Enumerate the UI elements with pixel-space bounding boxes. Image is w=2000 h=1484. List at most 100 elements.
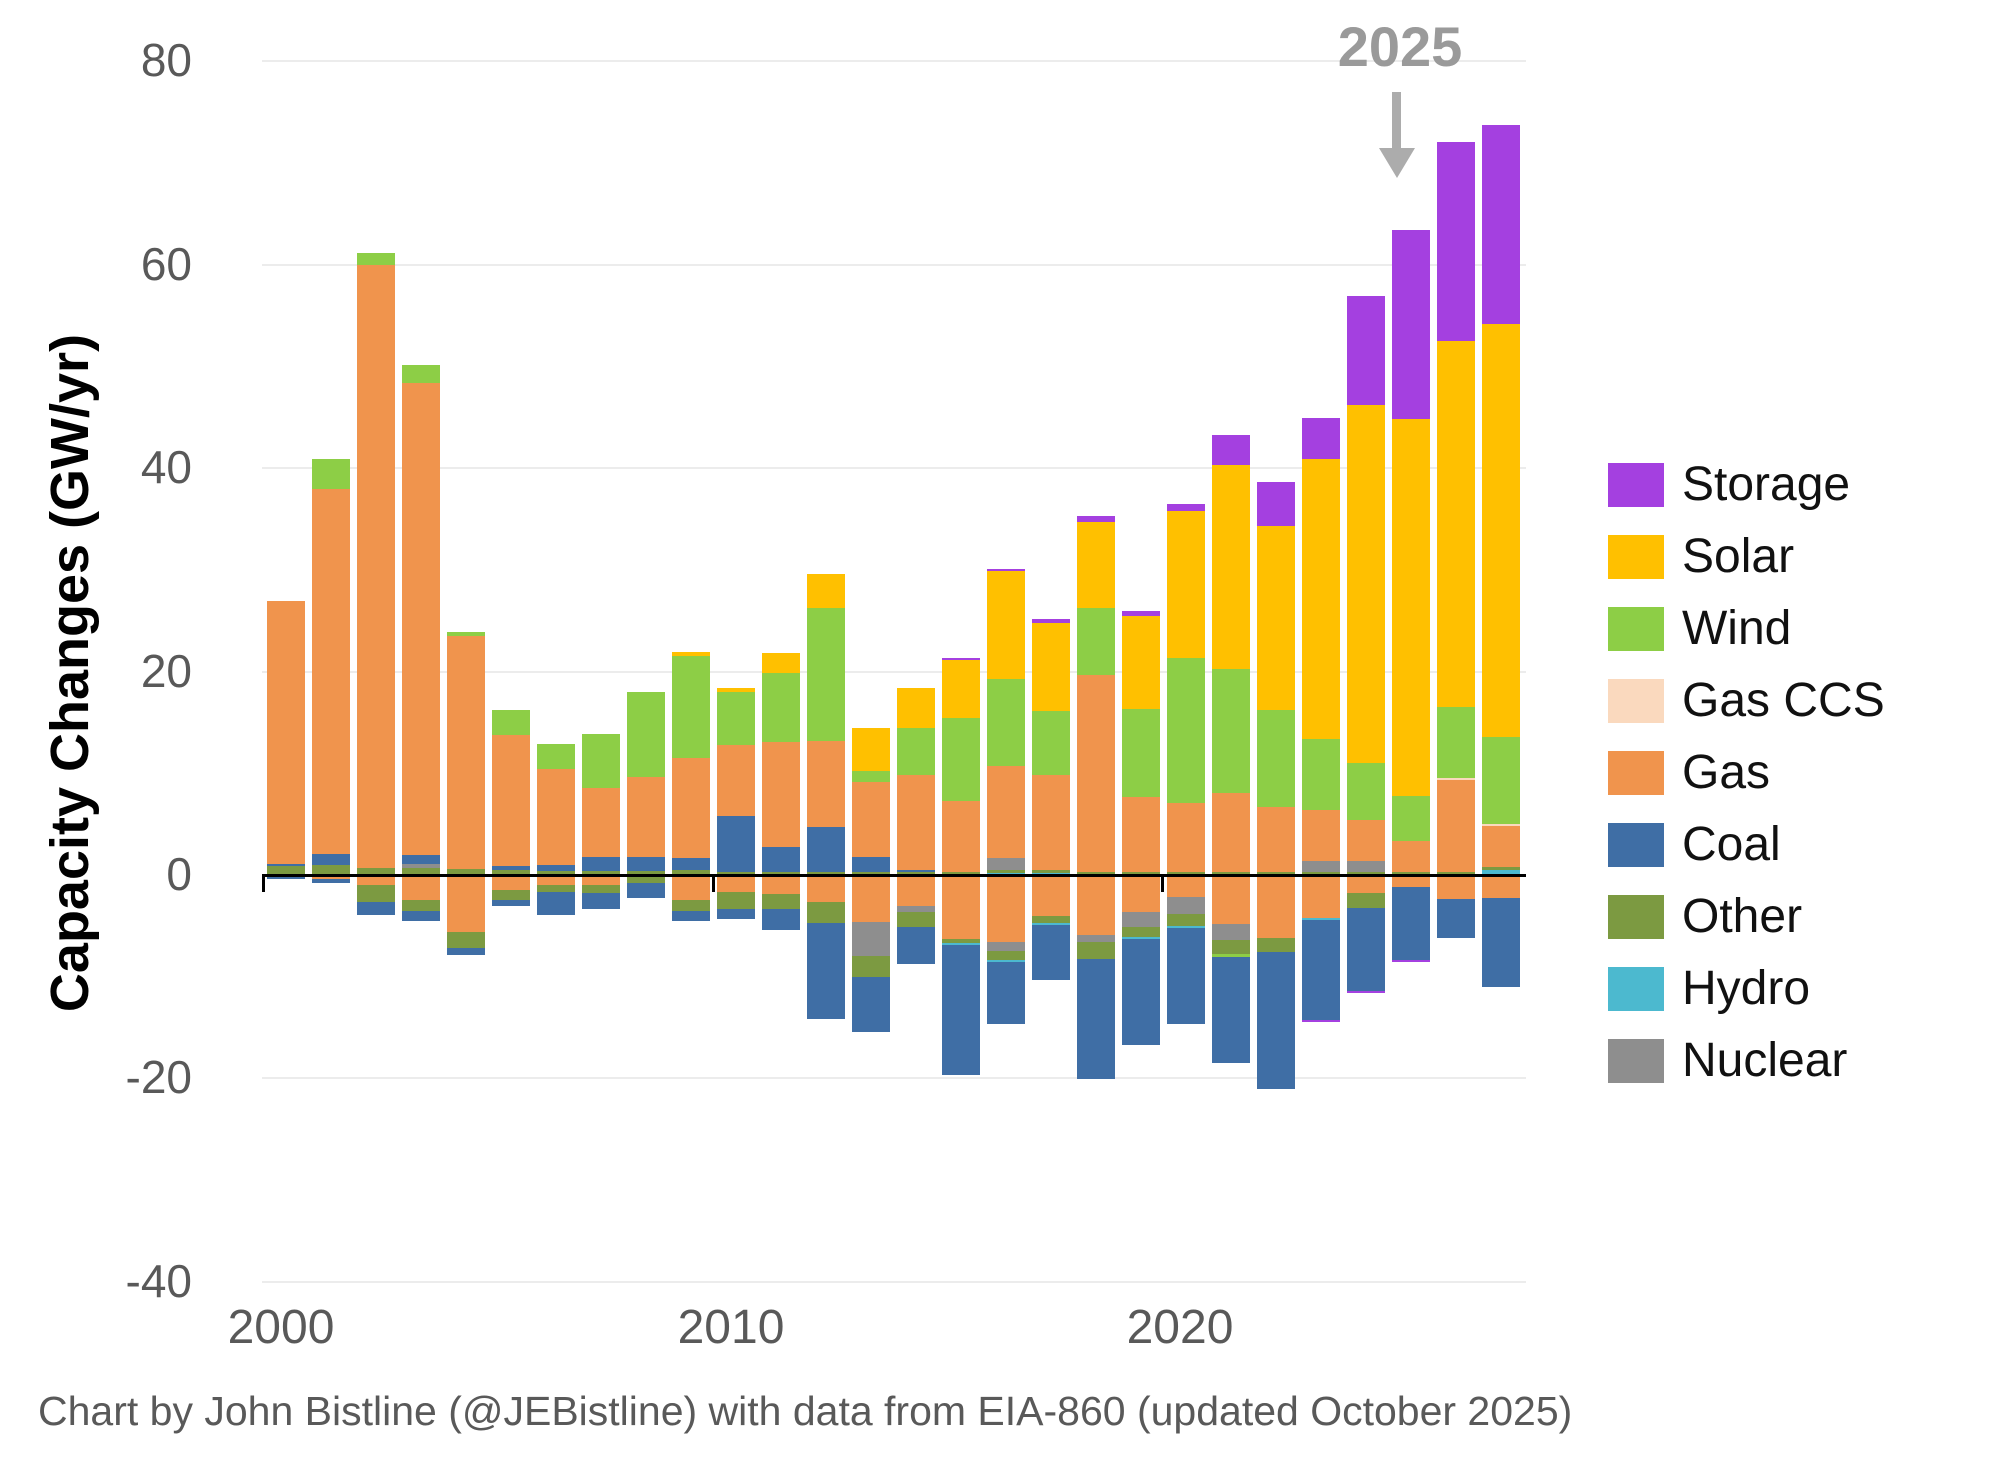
bar-segment-2009-gas (672, 758, 710, 858)
bar-segment-2023-coal-neg (1302, 919, 1340, 1021)
bar-segment-2005-other-neg (492, 890, 530, 901)
bar-segment-2009-other (672, 869, 710, 875)
bar-segment-2003-gas-neg (402, 875, 440, 901)
bar-segment-2015-other (942, 871, 980, 875)
legend-swatch-hydro-icon (1608, 967, 1664, 1011)
gridline-60 (262, 263, 1526, 266)
bar-segment-2024-other (1347, 871, 1385, 875)
bar-segment-2023-wind (1302, 738, 1340, 810)
bar-segment-2015-storage (942, 658, 980, 661)
bar-segment-2019-other (1122, 871, 1160, 875)
bar-segment-2026-wind (1437, 707, 1475, 779)
bar-segment-2022-gas (1257, 806, 1295, 872)
bar-segment-2024-wind (1347, 763, 1385, 821)
bar-segment-2008-other (627, 870, 665, 875)
legend-swatch-nuclear-icon (1608, 1039, 1664, 1083)
x-axis-tick (1161, 875, 1164, 892)
x-axis-tick (712, 875, 715, 892)
bar-segment-2002-gas-neg (357, 875, 395, 886)
bar-segment-2015-solar (942, 660, 980, 719)
bar-segment-2009-gas-neg (672, 875, 710, 901)
bar-segment-2007-gas-neg (582, 875, 620, 886)
bar-segment-2021-wind-neg (1212, 954, 1250, 958)
bar-segment-2019-solar (1122, 615, 1160, 710)
bar-segment-2027-gas (1482, 826, 1520, 867)
bar-segment-2012-gas (807, 740, 845, 828)
bar-segment-2016-solar (987, 570, 1025, 679)
legend-label-hydro: Hydro (1682, 962, 1811, 1015)
bar-segment-2020-gas (1167, 802, 1205, 872)
bar-segment-2026-storage (1437, 141, 1475, 342)
bar-segment-2005-coal-neg (492, 900, 530, 906)
bar-segment-2019-gas-neg (1122, 875, 1160, 912)
bar-segment-2026-coal-neg (1437, 899, 1475, 939)
bar-segment-2005-coal (492, 865, 530, 870)
bar-segment-2027-coal-neg (1482, 898, 1520, 987)
bar-segment-2006-coal (537, 864, 575, 871)
annotation-arrow-line (1392, 92, 1401, 150)
bar-segment-2019-coal-neg (1122, 939, 1160, 1045)
bar-segment-2004-wind (447, 631, 485, 636)
y-tick-label: -20 (125, 1051, 192, 1104)
bar-segment-2017-other (1032, 869, 1070, 873)
bar-segment-2012-other-neg (807, 902, 845, 923)
bar-segment-2002-wind (357, 252, 395, 265)
x-tick-label: 2020 (1126, 1301, 1234, 1354)
bar-segment-2016-nuclear (987, 857, 1025, 870)
bar-segment-2027-gas-neg (1482, 875, 1520, 899)
bar-segment-2021-wind (1212, 668, 1250, 793)
bar-segment-2012-wind (807, 607, 845, 741)
bar-segment-2016-hydro-neg (987, 960, 1025, 963)
bar-segment-2027-solar (1482, 323, 1520, 737)
bar-segment-2016-gas (987, 766, 1025, 858)
bar-segment-2026-other (1437, 871, 1475, 875)
bar-segment-2015-coal-neg (942, 945, 980, 1076)
bar-segment-2013-wind (852, 771, 890, 783)
gridline-80 (262, 60, 1526, 63)
bar-segment-2018-other (1077, 871, 1115, 875)
bar-segment-2014-other-neg (897, 911, 935, 927)
legend-label-gas: Gas (1682, 746, 1771, 799)
bar-segment-2022-storage (1257, 482, 1295, 527)
x-tick-label: 2000 (227, 1301, 335, 1354)
bar-segment-2017-gas (1032, 775, 1070, 870)
bar-segment-2014-solar (897, 687, 935, 728)
bar-segment-2004-gas (447, 636, 485, 869)
legend-swatch-storage-icon (1608, 463, 1664, 507)
legend-label-wind: Wind (1682, 602, 1792, 655)
bar-segment-2022-coal-neg (1257, 952, 1295, 1089)
bar-segment-2005-wind (492, 710, 530, 735)
x-axis-zero-line (262, 874, 1526, 877)
bar-segment-2017-solar (1032, 622, 1070, 712)
bar-segment-2013-other-neg (852, 956, 890, 977)
bar-segment-2019-other-neg (1122, 926, 1160, 938)
bar-segment-2022-wind (1257, 710, 1295, 807)
bar-segment-2012-solar (807, 573, 845, 608)
legend-label-solar: Solar (1682, 530, 1795, 583)
legend-swatch-solar-icon (1608, 535, 1664, 579)
bar-segment-2025-other (1392, 871, 1430, 875)
bar-segment-2000-gas (267, 601, 305, 864)
bar-segment-2009-other-neg (672, 900, 710, 911)
bar-segment-2025-solar (1392, 419, 1430, 796)
bar-segment-2014-other (897, 871, 935, 875)
bar-segment-2017-coal-neg (1032, 924, 1070, 980)
bar-segment-2014-gas-neg (897, 875, 935, 906)
bar-segment-2018-other-neg (1077, 942, 1115, 960)
bar-segment-2019-hydro-neg (1122, 937, 1160, 940)
bar-segment-2023-gas (1302, 809, 1340, 861)
bar-segment-2024-storage (1347, 296, 1385, 406)
legend-label-coal: Coal (1682, 818, 1781, 871)
bar-segment-2022-solar (1257, 526, 1295, 711)
bar-segment-2011-gas (762, 741, 800, 847)
legend-swatch-other-icon (1608, 895, 1664, 939)
bar-segment-2001-coal (312, 853, 350, 865)
bar-segment-2005-gas-neg (492, 875, 530, 891)
legend-label-nuclear: Nuclear (1682, 1034, 1848, 1087)
bar-segment-2015-gas-neg (942, 875, 980, 940)
legend-swatch-coal-icon (1608, 823, 1664, 867)
bar-segment-2020-gas-neg (1167, 875, 1205, 898)
bar-segment-2002-coal-neg (357, 902, 395, 915)
bar-segment-2007-wind (582, 733, 620, 788)
bar-segment-2008-other-neg (627, 875, 665, 884)
